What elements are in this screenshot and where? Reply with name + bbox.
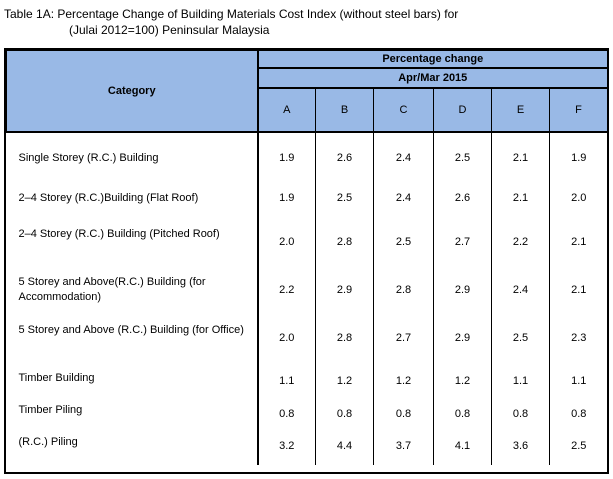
- cell-value-d: 2.9: [433, 317, 492, 365]
- cell-value-b: 2.8: [315, 221, 374, 269]
- cell-value-c: 2.7: [373, 317, 434, 365]
- cell-value-b: 1.2: [315, 365, 374, 398]
- cell-value-d: 4.1: [433, 430, 492, 465]
- cell-value-a: 1.9: [257, 181, 316, 221]
- cell-value-e: 2.2: [491, 221, 550, 269]
- cell-value-c: 2.8: [373, 269, 434, 317]
- cell-value-d: 1.2: [433, 365, 492, 398]
- column-header-b: B: [315, 87, 374, 133]
- table-row: 2–4 Storey (R.C.)Building (Flat Roof) 1.9…: [6, 181, 608, 221]
- table-row: Timber Building 1.1 1.2 1.2 1.2 1.1 1.1: [6, 365, 608, 398]
- cell-value-f: 2.3: [571, 332, 587, 344]
- cell-value-c: 0.8: [373, 398, 434, 430]
- row-category-label: 2–4 Storey (R.C.)Building (Flat Roof): [6, 181, 259, 221]
- cell-value-e: 2.1: [491, 181, 550, 221]
- cell-value-c: 3.7: [373, 430, 434, 465]
- cell-value-e: 1.1: [491, 365, 550, 398]
- cell-value-a: 2.2: [257, 269, 316, 317]
- cell-value-d: 2.5: [433, 132, 492, 181]
- cell-value-a: 2.0: [257, 317, 316, 365]
- cell-value-e: 2.5: [491, 317, 550, 365]
- cell-value-c: 2.4: [373, 132, 434, 181]
- period-header: Apr/Mar 2015: [257, 67, 607, 89]
- cell-value-e: 0.8: [491, 398, 550, 430]
- table-row: Timber Piling 0.8 0.8 0.8 0.8 0.8 0.8: [6, 398, 608, 430]
- data-table: Category Percentage change Apr/Mar 2015 …: [6, 50, 608, 465]
- column-header-c: C: [373, 87, 434, 133]
- percentage-change-header: Percentage change: [257, 50, 607, 69]
- cell-value-d: 2.6: [433, 181, 492, 221]
- table-row: 5 Storey and Above (R.C.) Building (for …: [6, 317, 608, 365]
- cell-value-e: 3.6: [491, 430, 550, 465]
- cell-value-b: 0.8: [315, 398, 374, 430]
- cell-value-b: 2.8: [315, 317, 374, 365]
- cell-value-a: 1.9: [257, 132, 316, 181]
- cell-value-f: 0.8: [571, 408, 587, 420]
- row-category-label: Single Storey (R.C.) Building: [6, 132, 259, 181]
- column-header-d: D: [433, 87, 492, 133]
- row-category-label: Timber Building: [6, 365, 259, 398]
- data-table-frame: Category Percentage change Apr/Mar 2015 …: [4, 48, 609, 474]
- table-row: Single Storey (R.C.) Building 1.9 2.6 2.4 2.…: [6, 132, 608, 181]
- cell-value-b: 4.4: [315, 430, 374, 465]
- table-title-line-1: Table 1A: Percentage Change of Building …: [4, 7, 459, 21]
- table-body: Single Storey (R.C.) Building 1.9 2.6 2.4 2.…: [6, 132, 608, 465]
- cell-value-f: 1.1: [571, 375, 587, 387]
- cell-value-a: 1.1: [257, 365, 316, 398]
- cell-value-e: 2.4: [491, 269, 550, 317]
- table-row: 5 Storey and Above(R.C.) Building (for A…: [6, 269, 608, 317]
- cell-value-a: 0.8: [257, 398, 316, 430]
- cell-value-d: 2.7: [433, 221, 492, 269]
- table-row: 2–4 Storey (R.C.) Building (Pitched Roof…: [6, 221, 608, 269]
- cell-value-f: 2.5: [571, 440, 587, 452]
- cell-value-c: 2.4: [373, 181, 434, 221]
- cell-value-d: 2.9: [433, 269, 492, 317]
- cell-value-c: 2.5: [373, 221, 434, 269]
- cell-value-b: 2.9: [315, 269, 374, 317]
- row-category-label: 2–4 Storey (R.C.) Building (Pitched Roof…: [6, 221, 259, 269]
- table-title-line-2: (Julai 2012=100) Peninsular Malaysia: [69, 23, 270, 37]
- cell-value-c: 1.2: [373, 365, 434, 398]
- table-row: (R.C.) Piling 3.2 4.4 3.7 4.1 3.6 2.5: [6, 430, 608, 465]
- cell-value-f: 2.1: [571, 236, 587, 248]
- row-category-label: 5 Storey and Above(R.C.) Building (for A…: [6, 269, 259, 317]
- cell-value-b: 2.6: [315, 132, 374, 181]
- cell-value-f: 2.0: [571, 192, 587, 204]
- row-category-label: (R.C.) Piling: [6, 430, 259, 465]
- cell-value-a: 2.0: [257, 221, 316, 269]
- cell-value-b: 2.5: [315, 181, 374, 221]
- row-category-label: 5 Storey and Above (R.C.) Building (for …: [6, 317, 259, 365]
- cell-value-f: 2.1: [571, 284, 587, 296]
- cell-value-e: 2.1: [491, 132, 550, 181]
- cell-value-a: 3.2: [257, 430, 316, 465]
- cell-value-d: 0.8: [433, 398, 492, 430]
- column-header-f: F: [549, 87, 607, 133]
- column-header-e: E: [491, 87, 550, 133]
- table-title: Table 1A: Percentage Change of Building …: [4, 6, 458, 38]
- column-header-a: A: [257, 87, 316, 133]
- cell-value-f: 1.9: [571, 152, 587, 164]
- category-header: Category: [6, 50, 259, 133]
- row-category-label: Timber Piling: [6, 398, 259, 430]
